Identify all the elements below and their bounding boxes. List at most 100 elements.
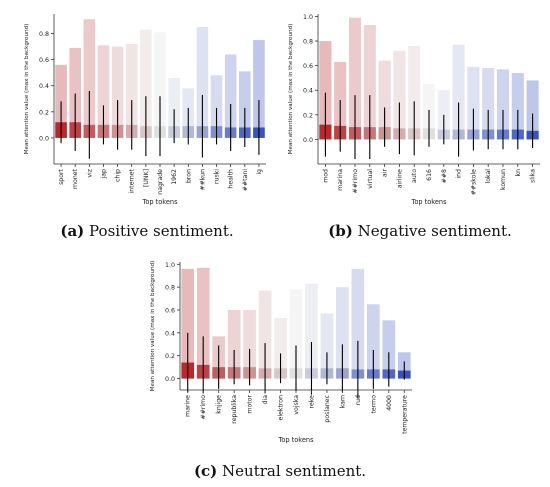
x-tick-label: jap bbox=[100, 169, 107, 180]
background-bar bbox=[210, 75, 223, 138]
background-bar bbox=[482, 68, 495, 140]
x-tick-label: marine bbox=[185, 395, 192, 417]
y-tick-label: 0.8 bbox=[303, 39, 313, 46]
background-bar bbox=[125, 44, 138, 138]
background-bar bbox=[363, 25, 376, 140]
x-tick-label: ##tani bbox=[242, 169, 249, 192]
caption-c-label: (c) bbox=[193, 462, 218, 480]
background-bar bbox=[253, 40, 265, 138]
x-tick-label: reke bbox=[308, 395, 315, 409]
chart-c-svg: 0.0 0.2 0.4 0.6 0.8 1.0 Mean attention value (… bbox=[150, 261, 412, 444]
y-tick-label: 0.8 bbox=[39, 31, 49, 38]
x-tick-label: air bbox=[382, 169, 389, 178]
background-bar bbox=[227, 310, 241, 379]
background-bar bbox=[258, 290, 272, 379]
background-bar bbox=[351, 268, 365, 379]
caption-a-label: (a) bbox=[60, 222, 85, 240]
background-bar bbox=[224, 54, 237, 138]
background-bar bbox=[305, 283, 318, 379]
x-tick-label: ig bbox=[256, 169, 263, 175]
background-bar bbox=[97, 45, 110, 138]
x-tick-label: vojska bbox=[293, 395, 300, 415]
x-tick-label: ruski bbox=[214, 169, 221, 184]
x-tick-label: komun bbox=[500, 169, 507, 190]
x-axis-label: Top tokens bbox=[141, 198, 178, 206]
background-bar bbox=[69, 47, 81, 138]
x-tick-label: bron bbox=[185, 169, 192, 183]
x-tick-label: rud bbox=[355, 395, 362, 405]
x-tick-label: airline bbox=[396, 169, 403, 188]
y-tick-label: 1.0 bbox=[303, 14, 313, 21]
x-tick-label: ##skole bbox=[470, 169, 477, 195]
x-tick-label: mod bbox=[322, 169, 329, 183]
x-tick-label: kam bbox=[339, 395, 346, 408]
x-axis-label: Top tokens bbox=[277, 436, 314, 444]
chart-panel-c: 0.0 0.2 0.4 0.6 0.8 1.0 Mean attention value (… bbox=[140, 250, 420, 458]
x-tick-label: sport bbox=[58, 168, 65, 184]
background-bar bbox=[274, 318, 287, 379]
caption-b: (b) Negative sentiment. bbox=[300, 222, 540, 240]
background-bar bbox=[348, 17, 362, 140]
background-bar bbox=[382, 320, 396, 379]
x-tick-label: elektron bbox=[278, 395, 285, 421]
x-tick-label: 616 bbox=[426, 169, 433, 181]
y-axis-label: Mean attention value (max in the backgro… bbox=[288, 24, 294, 155]
y-tick-label: 1.0 bbox=[165, 262, 175, 269]
y-axis-label: Mean attention value (max in the backgro… bbox=[24, 24, 30, 155]
y-tick-label: 0.0 bbox=[303, 137, 313, 144]
y-tick-label: 0.2 bbox=[303, 112, 313, 119]
background-bar bbox=[196, 27, 209, 138]
y-tick-label: 0.4 bbox=[303, 88, 313, 95]
chart-panel-b: 0.0 0.2 0.4 0.6 0.8 1.0 Mean attention value (… bbox=[276, 0, 550, 232]
background-bar bbox=[239, 71, 251, 138]
x-tick-label: ##rimo bbox=[352, 169, 359, 194]
x-tick-label: ##8 bbox=[441, 169, 448, 183]
background-bar bbox=[526, 80, 539, 140]
background-bar bbox=[467, 66, 480, 140]
background-bar bbox=[181, 268, 195, 379]
y-tick-label: 0.0 bbox=[165, 376, 175, 383]
background-bar bbox=[111, 46, 124, 138]
y-tick-label: 0.2 bbox=[39, 109, 49, 116]
x-tick-label: 4000 bbox=[386, 395, 393, 411]
x-tick-label: ##rimo bbox=[200, 395, 207, 420]
x-tick-label: virtual bbox=[367, 169, 374, 189]
x-tick-label: health bbox=[228, 169, 235, 189]
x-tick-label: internet bbox=[129, 168, 136, 193]
x-tick-label: auto bbox=[411, 169, 418, 183]
caption-b-text: Negative sentiment. bbox=[352, 222, 512, 240]
x-tick-label: marina bbox=[337, 169, 344, 191]
x-tick-label: ind bbox=[456, 169, 463, 179]
y-tick-label: 0.2 bbox=[165, 353, 175, 360]
chart-a-svg: 0.0 0.2 0.4 0.6 0.8 Mean attention value (max… bbox=[24, 14, 266, 206]
background-bar bbox=[83, 19, 96, 138]
background-bar bbox=[243, 310, 256, 379]
caption-c: (c) Neutral sentiment. bbox=[160, 462, 400, 480]
x-tick-label: termo bbox=[370, 395, 377, 414]
caption-a-text: Positive sentiment. bbox=[84, 222, 234, 240]
chart-panel-a: 0.0 0.2 0.4 0.6 0.8 Mean attention value (max… bbox=[0, 0, 280, 232]
y-tick-label: 0.6 bbox=[165, 308, 175, 315]
background-bar bbox=[154, 32, 166, 138]
x-tick-label: ##kun bbox=[199, 169, 206, 191]
x-tick-label: viz bbox=[86, 169, 93, 178]
caption-b-label: (b) bbox=[328, 222, 353, 240]
x-tick-label: nagrade bbox=[157, 169, 164, 195]
x-tick-label: dia bbox=[262, 395, 269, 405]
y-tick-label: 0.6 bbox=[303, 63, 313, 70]
x-tick-label: 1962 bbox=[171, 169, 178, 185]
x-tick-label: [UNK] bbox=[143, 169, 150, 187]
background-bar bbox=[196, 267, 210, 379]
x-tick-label: chip bbox=[115, 169, 122, 182]
chart-b-svg: 0.0 0.2 0.4 0.6 0.8 1.0 Mean attention value (… bbox=[288, 14, 540, 206]
x-axis-label: Top tokens bbox=[410, 198, 447, 206]
background-bar bbox=[378, 60, 391, 140]
x-tick-label: republika bbox=[231, 395, 238, 424]
x-tick-label: motor bbox=[247, 395, 254, 414]
background-bar bbox=[320, 313, 334, 379]
background-bar bbox=[336, 287, 349, 379]
background-bar bbox=[452, 44, 465, 140]
background-bar bbox=[408, 45, 421, 140]
y-axis-label: Mean attention value (max in the backgro… bbox=[150, 261, 156, 392]
x-tick-label: kn bbox=[515, 169, 522, 177]
